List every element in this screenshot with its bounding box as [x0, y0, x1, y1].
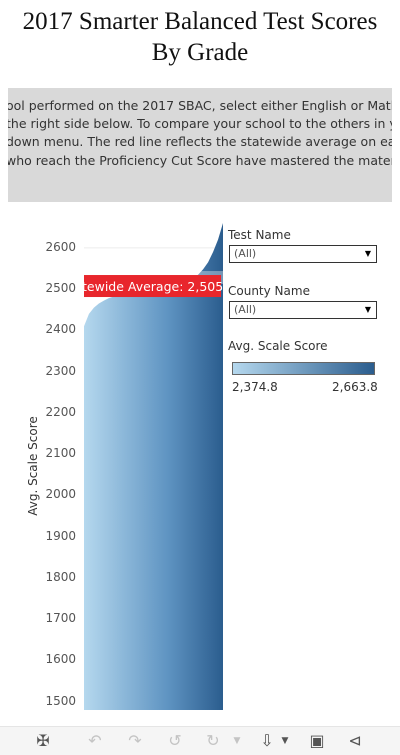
test-name-dropdown[interactable]: (All) ▼	[229, 245, 377, 263]
share-icon[interactable]: ⊲	[348, 731, 362, 750]
y-axis-label: Avg. Scale Score	[26, 416, 40, 516]
y-tick-label: 1700	[45, 611, 76, 626]
score-area	[84, 223, 223, 710]
y-tick-label: 2200	[45, 404, 76, 419]
color-legend-bar	[232, 362, 375, 375]
y-tick-label: 2500	[45, 281, 76, 296]
chevron-down-icon: ▼	[364, 249, 371, 258]
chevron-down-icon[interactable]: ▼	[233, 736, 241, 746]
description-line: the right side below. To compare your sc…	[8, 116, 392, 132]
y-tick-label: 2400	[45, 322, 76, 337]
test-name-label: Test Name	[228, 228, 291, 242]
tableau-logo-icon[interactable]: ✠	[36, 731, 50, 750]
score-chart-plot[interactable]: tewide Average: 2,505	[0, 215, 226, 713]
y-tick-label: 2000	[45, 487, 76, 502]
download-icon[interactable]: ⇩	[260, 731, 274, 750]
statewide-average-line	[84, 275, 221, 298]
page-title: 2017 Smarter Balanced Test Scores By Gra…	[0, 6, 400, 68]
description-box: ool performed on the 2017 SBAC, select e…	[8, 88, 392, 202]
y-tick-label: 1900	[45, 528, 76, 543]
county-name-dropdown[interactable]: (All) ▼	[229, 301, 377, 319]
chevron-down-icon[interactable]: ▼	[281, 736, 289, 746]
y-tick-label: 1800	[45, 569, 76, 584]
score-chart[interactable]: tewide Average: 2,505 1500 1600 1700 1800 19…	[0, 215, 226, 713]
chevron-down-icon: ▼	[364, 305, 371, 314]
fullscreen-icon[interactable]: ▣	[309, 731, 325, 750]
page-title-line2: By Grade	[151, 39, 249, 66]
undo-icon[interactable]: ↶	[88, 731, 102, 750]
description-line: ool performed on the 2017 SBAC, select e…	[8, 98, 392, 113]
test-name-value: (All)	[234, 247, 257, 260]
toolbar: ✠ ↶ ↷ ↺ ↻ ▼ ⇩ ▼ ▣ ⊲	[0, 726, 400, 755]
legend-min-value: 2,374.8	[232, 380, 278, 394]
county-name-value: (All)	[234, 303, 257, 316]
page-title-line1: 2017 Smarter Balanced Test Scores	[22, 8, 378, 35]
legend-max-value: 2,663.8	[332, 380, 378, 394]
revert-icon[interactable]: ↺	[168, 731, 182, 750]
statewide-average-label: tewide Average: 2,505	[82, 279, 223, 294]
description-text: ool performed on the 2017 SBAC, select e…	[8, 97, 392, 170]
y-tick-label: 1600	[45, 652, 76, 667]
refresh-icon[interactable]: ↻	[206, 731, 220, 750]
y-tick-label: 2100	[45, 446, 76, 461]
y-tick-label: 2300	[45, 363, 76, 378]
description-line: who reach the Proficiency Cut Score have…	[8, 152, 392, 168]
description-line: down menu. The red line reflects the sta…	[8, 134, 392, 150]
legend-title: Avg. Scale Score	[228, 339, 328, 353]
y-tick-label: 2600	[45, 239, 76, 254]
county-name-label: County Name	[228, 284, 310, 298]
y-tick-label: 1500	[45, 693, 76, 708]
redo-icon[interactable]: ↷	[128, 731, 142, 750]
